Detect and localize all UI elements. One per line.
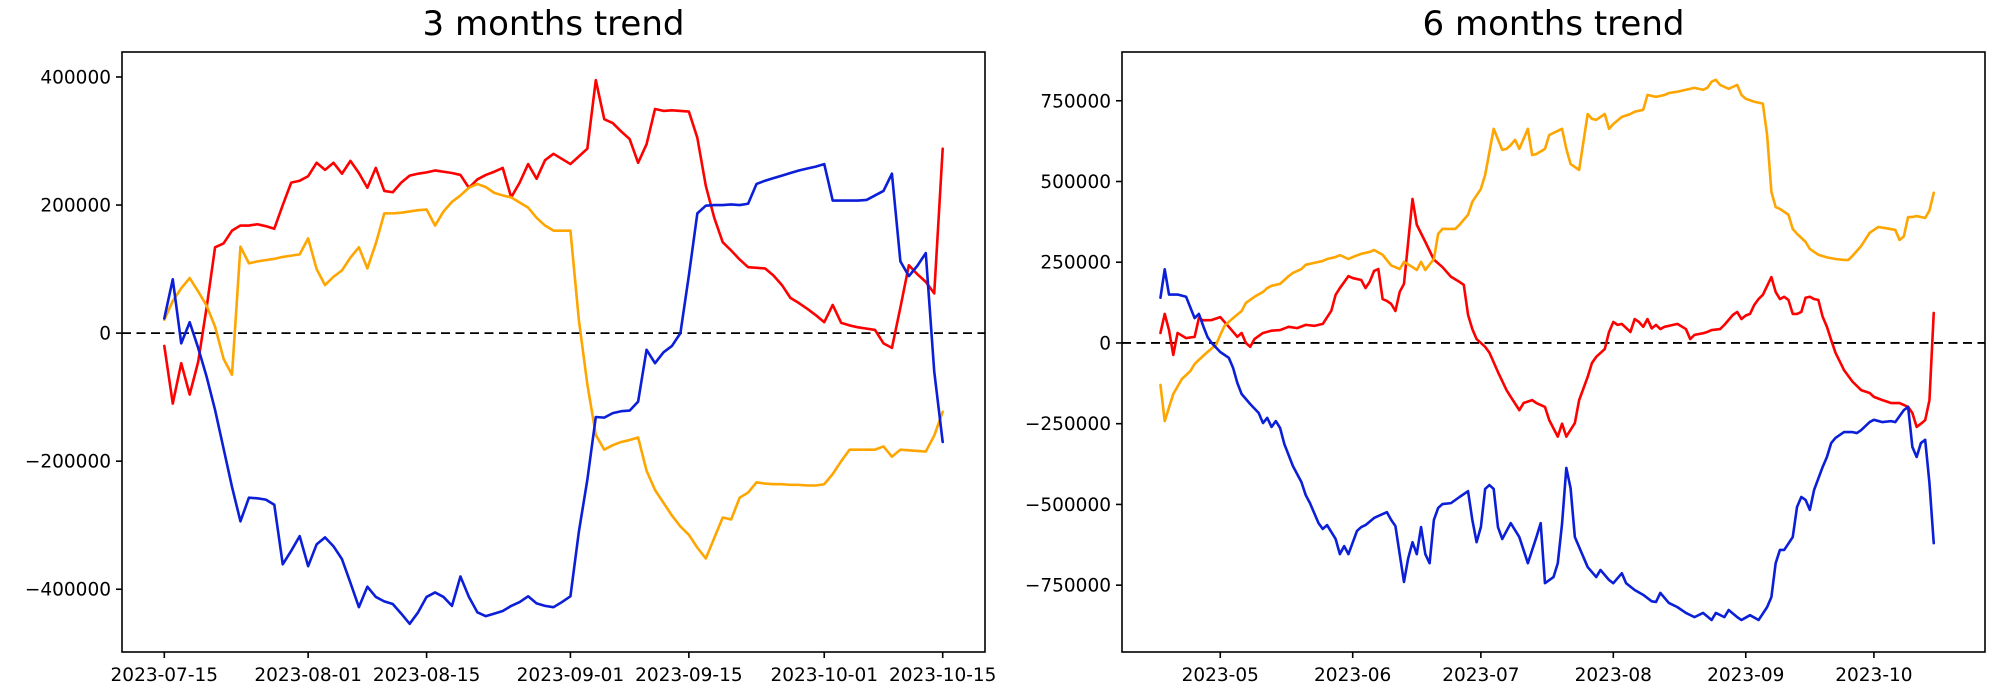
x-axis-ticks: 2023-07-15 2023-08-01 2023-08-15 2023-09-01… bbox=[111, 652, 997, 686]
six-months-trend-chart: 6 months trend 2023-05 2023-06 2023-07 2023… bbox=[1000, 0, 2000, 700]
x-tick-label: 2023-05 bbox=[1182, 665, 1259, 686]
x-tick-label: 2023-09 bbox=[1707, 665, 1784, 686]
orange-line bbox=[1159, 78, 1936, 423]
three-months-trend-plot: 2023-07-15 2023-08-01 2023-08-15 2023-09-01… bbox=[25, 51, 997, 686]
y-tick-label: −400000 bbox=[25, 580, 111, 601]
x-tick-label: 2023-08-01 bbox=[254, 665, 362, 686]
x-tick-label: 2023-08 bbox=[1575, 665, 1652, 686]
x-tick-label: 2023-10-15 bbox=[889, 665, 997, 686]
red-line bbox=[163, 78, 944, 405]
y-tick-label: 500000 bbox=[1040, 172, 1111, 193]
x-tick-label: 2023-08-15 bbox=[373, 665, 481, 686]
x-tick-label: 2023-07 bbox=[1442, 665, 1519, 686]
red-line bbox=[1159, 197, 1936, 438]
y-tick-label: 750000 bbox=[1040, 91, 1111, 112]
x-tick-label: 2023-07-15 bbox=[111, 665, 219, 686]
blue-line bbox=[163, 162, 944, 626]
x-tick-label: 2023-10 bbox=[1835, 665, 1912, 686]
three-months-trend-chart: 3 months trend 2023-07-15 2023-08-01 2023-… bbox=[25, 4, 997, 686]
y-tick-label: −250000 bbox=[1025, 414, 1111, 435]
axes-box bbox=[121, 51, 986, 653]
y-axis-ticks: 400000 200000 0 −200000 −400000 bbox=[25, 67, 122, 601]
y-tick-label: 0 bbox=[99, 324, 111, 345]
axes-box bbox=[1121, 51, 1986, 653]
x-tick-label: 2023-09-15 bbox=[635, 665, 743, 686]
x-tick-label: 2023-10-01 bbox=[770, 665, 878, 686]
y-tick-label: 0 bbox=[1099, 333, 1111, 354]
series-lines bbox=[1159, 78, 1936, 622]
y-tick-label: −750000 bbox=[1025, 576, 1111, 597]
orange-line bbox=[163, 182, 944, 560]
chart-title: 6 months trend bbox=[1422, 4, 1685, 44]
y-tick-label: 400000 bbox=[40, 67, 111, 88]
y-tick-label: 200000 bbox=[40, 196, 111, 217]
x-tick-label: 2023-06 bbox=[1314, 665, 1391, 686]
blue-line bbox=[1159, 268, 1936, 622]
x-tick-label: 2023-09-01 bbox=[517, 665, 625, 686]
chart-title: 3 months trend bbox=[422, 4, 685, 44]
y-axis-ticks: 750000 500000 250000 0 −250000 −500000 −750000 bbox=[1025, 91, 1122, 597]
y-tick-label: −500000 bbox=[1025, 495, 1111, 516]
y-tick-label: 250000 bbox=[1040, 253, 1111, 274]
x-axis-ticks: 2023-05 2023-06 2023-07 2023-08 2023-09 2023-… bbox=[1182, 652, 1913, 686]
y-tick-label: −200000 bbox=[25, 452, 111, 473]
series-lines bbox=[163, 78, 944, 626]
six-months-trend-plot: 2023-05 2023-06 2023-07 2023-08 2023-09 2023-… bbox=[1025, 51, 1986, 686]
